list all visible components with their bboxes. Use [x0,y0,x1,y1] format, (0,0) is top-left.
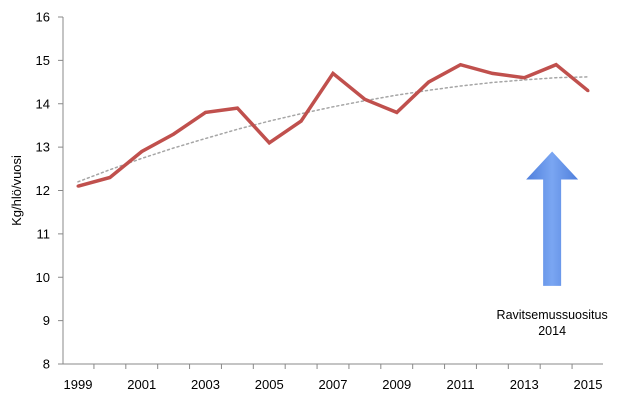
x-tick-label: 2001 [127,377,156,392]
data-point [76,184,80,188]
data-point [172,132,176,136]
data-point [522,76,526,80]
data-point [363,97,367,101]
y-tick-label: 11 [37,226,51,241]
x-tick-label: 2015 [574,377,603,392]
annotation-text: 2014 [538,324,566,338]
annotation-text: Ravitsemussuositus [497,308,608,322]
series-line [77,62,590,188]
y-tick-label: 15 [36,53,50,68]
data-point [140,149,144,153]
y-tick-label: 8 [43,357,50,372]
data-point [586,89,590,93]
data-point [108,175,112,179]
y-tick-label: 16 [36,10,50,25]
trendline [77,76,589,183]
data-point [459,63,462,67]
y-tick-label: 9 [43,313,50,328]
x-tick-label: 2011 [447,377,475,392]
x-tick-label: 2013 [510,377,539,392]
x-tick-label: 2005 [255,377,284,392]
data-point [490,71,494,75]
y-tick-label: 13 [36,140,50,155]
y-tick-label: 14 [36,96,50,111]
data-point [427,80,431,84]
y-axis-title: Kg/hlö/vuosi [9,155,24,226]
y-tick-label: 10 [36,270,50,285]
y-tick-label: 12 [36,183,50,198]
x-tick-label: 2009 [382,377,411,392]
data-point [299,119,303,123]
x-tick-label: 2007 [319,377,348,392]
annotation-arrow [526,151,579,286]
data-point [204,110,207,114]
data-point [331,71,335,75]
data-point [235,106,239,110]
data-point [267,141,271,145]
x-tick-label: 2003 [191,377,220,392]
data-point [395,110,399,114]
x-tick-label: 1999 [64,377,93,392]
data-point [554,63,558,67]
